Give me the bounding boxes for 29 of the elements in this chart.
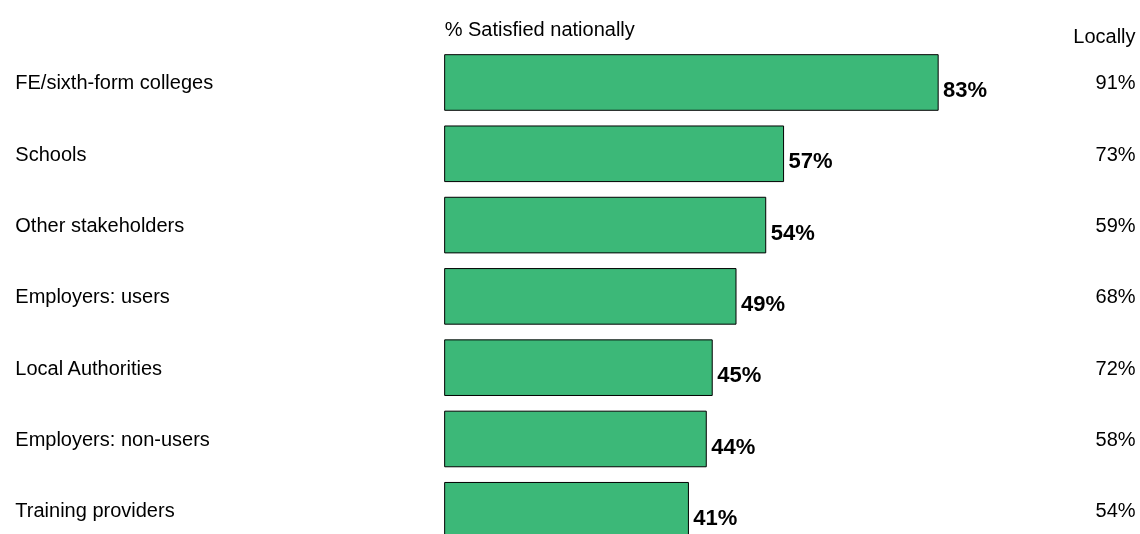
bar <box>444 196 767 254</box>
data-label: 44% <box>711 433 756 459</box>
data-label: 41% <box>693 504 738 530</box>
data-label: 45% <box>717 362 762 388</box>
y-tick-label: FE/sixth-form colleges <box>15 71 214 94</box>
text: 59% <box>1095 214 1136 237</box>
bar <box>444 268 737 325</box>
y-tick-label: Employers: non-users <box>15 427 210 450</box>
text: 91% <box>1095 71 1136 94</box>
y-tick-label: Schools <box>15 142 87 165</box>
text: 58% <box>1095 427 1136 450</box>
data-label: 54% <box>770 219 815 245</box>
chart-title: % Satisfied nationally <box>444 18 635 41</box>
bar <box>444 125 785 183</box>
y-tick-label: Training providers <box>15 499 175 522</box>
text: 54% <box>1095 499 1136 522</box>
data-label: 57% <box>788 148 833 174</box>
y-tick-label: Other stakeholders <box>15 214 185 237</box>
y-tick-label: Employers: users <box>15 285 170 308</box>
bar <box>444 339 713 396</box>
data-label: 83% <box>943 77 988 103</box>
text: 73% <box>1095 142 1136 165</box>
y-tick-label: Local Authorities <box>15 356 163 379</box>
data-label: 49% <box>740 291 785 316</box>
bar <box>444 54 939 111</box>
text: 72% <box>1095 356 1136 379</box>
bar <box>444 410 707 468</box>
text: 68% <box>1095 285 1136 308</box>
text: Locally <box>1073 25 1136 48</box>
